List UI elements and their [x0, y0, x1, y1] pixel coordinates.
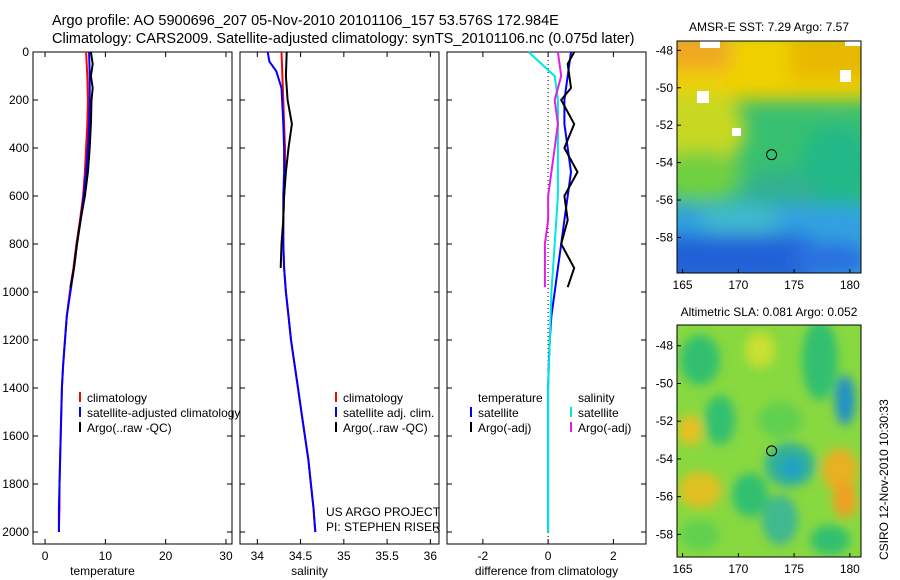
sla-map-field — [677, 325, 861, 557]
map-x-tick-label: 175 — [784, 278, 804, 292]
legend-label: satellite — [578, 406, 619, 420]
y-tick-label: 1600 — [2, 429, 29, 443]
x-tick-label: 0 — [42, 549, 49, 563]
sst-map-panel: AMSR-E SST: 7.29 Argo: 7.57 — [656, 20, 862, 292]
header-line2: Climatology: CARS2009. Satellite-adjuste… — [52, 31, 634, 47]
legend-label: satellite — [478, 406, 519, 420]
map-x-tick-label: 170 — [728, 278, 748, 292]
map-y-tick-label: -52 — [656, 414, 674, 428]
x-axis-label: temperature — [70, 564, 135, 578]
map-x-tick-label: 175 — [784, 562, 804, 576]
map-y-tick-label: -48 — [656, 339, 674, 353]
series-line — [527, 51, 559, 532]
map-y-tick-label: -50 — [656, 376, 674, 390]
y-tick-label: 800 — [9, 237, 29, 251]
series-line — [69, 51, 94, 288]
legend-label: satellite adj. clim. — [343, 406, 434, 420]
map-y-tick-label: -52 — [656, 118, 674, 132]
y-tick-label: 0 — [22, 45, 29, 59]
map-x-tick-label: 165 — [673, 562, 693, 576]
salinity-panel: 34 34.5 35 35.5 36 salinity climatologysatelli… — [239, 51, 440, 578]
series-line — [279, 51, 293, 269]
series-line — [543, 51, 563, 288]
sla-argo-position-marker — [766, 445, 778, 457]
map-x-tick-label: 165 — [673, 278, 693, 292]
map-x-tick-label: 180 — [840, 278, 860, 292]
legend-label: Argo(..raw -QC) — [343, 421, 428, 435]
y-tick-label: 2000 — [2, 525, 29, 539]
y-tick-label: 200 — [9, 93, 29, 107]
sla-map-title: Altimetric SLA: 0.081 Argo: 0.052 — [681, 305, 858, 319]
x-tick-label: 35 — [337, 549, 351, 563]
pi-label: PI: STEPHEN RISER — [326, 520, 441, 534]
map-y-tick-label: -50 — [656, 81, 674, 95]
y-tick-label: 1000 — [2, 285, 29, 299]
x-tick-label: 30 — [219, 549, 233, 563]
map-y-tick-label: -56 — [656, 193, 674, 207]
plot-frame — [446, 51, 647, 545]
y-tick-label: 1400 — [2, 381, 29, 395]
temperature-panel: 0 10 20 30 0 200 400 600 800 1000 1200 1400 1600 1800… — [2, 45, 240, 578]
plot-frame — [32, 51, 233, 545]
series-line — [560, 51, 579, 288]
y-tick-label: 600 — [9, 189, 29, 203]
map-x-tick-label: 170 — [728, 562, 748, 576]
map-y-tick-label: -58 — [656, 527, 674, 541]
x-axis-label: difference from climatology — [475, 564, 618, 578]
map-y-tick-label: -54 — [656, 156, 674, 170]
series-line — [57, 51, 91, 532]
x-tick-label: 10 — [99, 549, 113, 563]
x-tick-label: 2 — [610, 549, 617, 563]
y-tick-label: 1200 — [2, 333, 29, 347]
y-tick-label: 1800 — [2, 477, 29, 491]
x-tick-label: 20 — [159, 549, 173, 563]
map-y-tick-label: -54 — [656, 452, 674, 466]
y-tick-label: 400 — [9, 141, 29, 155]
project-label: US ARGO PROJECT — [326, 505, 441, 519]
legend-label: Argo(-adj) — [578, 421, 631, 435]
x-tick-label: 0 — [545, 549, 552, 563]
map-y-tick-label: -56 — [656, 490, 674, 504]
x-tick-label: 35.5 — [375, 549, 399, 563]
map-y-tick-label: -48 — [656, 43, 674, 57]
x-axis-label: salinity — [291, 564, 328, 578]
credit-label: CSIRO 12-Nov-2010 10:30:33 — [877, 399, 891, 560]
legend-label: climatology — [87, 391, 147, 405]
header-line1: Argo profile: AO 5900696_207 05-Nov-2010… — [52, 13, 559, 29]
series-line — [266, 51, 317, 533]
legend-label: Argo(-adj) — [478, 421, 531, 435]
legend-label: Argo(..raw -QC) — [87, 421, 172, 435]
x-tick-label: -2 — [478, 549, 489, 563]
plot-frame — [239, 51, 440, 545]
legend-group-title: temperature — [478, 391, 543, 405]
legend-label: climatology — [343, 391, 403, 405]
sst-map-title: AMSR-E SST: 7.29 Argo: 7.57 — [689, 20, 849, 34]
map-y-tick-label: -58 — [656, 230, 674, 244]
sst-argo-position-marker — [766, 149, 778, 161]
map-x-tick-label: 180 — [840, 562, 860, 576]
x-tick-label: 34.5 — [289, 549, 313, 563]
x-tick-label: 34 — [251, 549, 265, 563]
legend-label: satellite-adjusted climatology — [87, 406, 240, 420]
sla-map-panel: Altimetric SLA: 0.081 Argo: 0.052 — [656, 305, 862, 576]
sst-map-field — [677, 41, 861, 273]
x-tick-label: 36 — [424, 549, 438, 563]
legend-group-title: salinity — [578, 391, 615, 405]
